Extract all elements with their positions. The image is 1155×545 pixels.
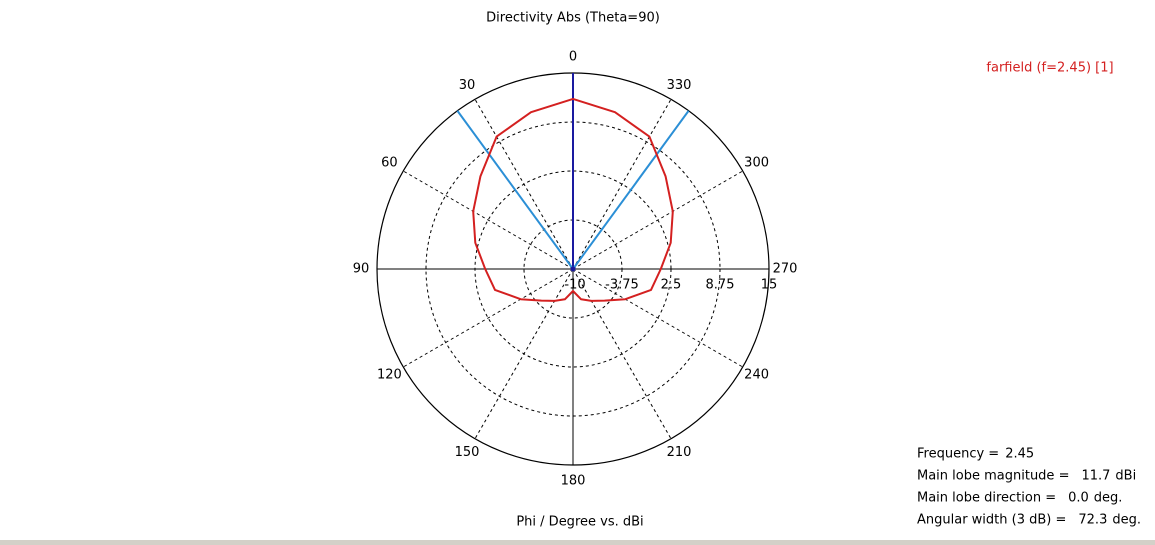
beamwidth-line bbox=[572, 110, 690, 270]
theta-tick-label: 300 bbox=[744, 156, 769, 171]
chart-title: Directivity Abs (Theta=90) bbox=[486, 11, 660, 26]
info-value: 11.7 bbox=[1081, 469, 1110, 484]
window-edge bbox=[0, 540, 1155, 545]
info-unit: deg. bbox=[1112, 513, 1141, 528]
theta-tick-label: 210 bbox=[667, 445, 692, 460]
grid-spoke bbox=[474, 99, 574, 270]
theta-tick-label: 0 bbox=[569, 50, 577, 65]
info-value: 0.0 bbox=[1068, 491, 1089, 506]
info-unit: deg. bbox=[1094, 491, 1123, 506]
info-unit: dBi bbox=[1115, 469, 1136, 484]
pattern-line bbox=[472, 97, 674, 302]
r-tick-label: 2.5 bbox=[661, 278, 682, 293]
theta-tick-label: 90 bbox=[353, 262, 370, 277]
info-label: Main lobe magnitude = bbox=[917, 469, 1069, 484]
theta-tick-label: 180 bbox=[561, 474, 586, 489]
r-tick-label: 8.75 bbox=[706, 278, 735, 293]
theta-tick-label: 60 bbox=[381, 156, 398, 171]
center-dot bbox=[570, 266, 576, 272]
grid-spoke bbox=[403, 268, 574, 368]
grid-spoke bbox=[474, 268, 574, 439]
theta-tick-label: 240 bbox=[744, 368, 769, 383]
grid-spoke bbox=[572, 268, 743, 368]
info-label: Frequency = bbox=[917, 447, 999, 462]
theta-tick-label: 330 bbox=[667, 78, 692, 93]
grid-spoke bbox=[403, 170, 574, 270]
r-tick-label: -3.75 bbox=[605, 278, 639, 293]
info-label: Angular width (3 dB) = bbox=[917, 513, 1066, 528]
grid-spoke bbox=[572, 268, 672, 439]
theta-tick-label: 270 bbox=[773, 262, 798, 277]
info-value: 72.3 bbox=[1078, 513, 1107, 528]
r-tick-label: 15 bbox=[761, 278, 778, 293]
info-value: 2.45 bbox=[1005, 447, 1034, 462]
axis-label: Phi / Degree vs. dBi bbox=[516, 515, 643, 530]
theta-tick-label: 120 bbox=[377, 368, 402, 383]
legend-entry: farfield (f=2.45) [1] bbox=[986, 61, 1113, 76]
grid-spoke bbox=[572, 170, 743, 270]
theta-tick-label: 150 bbox=[455, 445, 480, 460]
theta-tick-label: 30 bbox=[459, 78, 476, 93]
beamwidth-line bbox=[456, 110, 574, 270]
info-label: Main lobe direction = bbox=[917, 491, 1056, 506]
grid-spoke bbox=[572, 99, 672, 270]
